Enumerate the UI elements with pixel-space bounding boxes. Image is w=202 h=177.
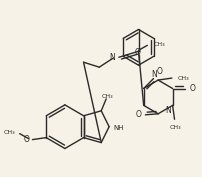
Text: O: O — [188, 84, 194, 93]
Text: N: N — [109, 53, 114, 62]
Text: CH₃: CH₃ — [3, 130, 15, 135]
Text: N: N — [164, 106, 170, 115]
Text: CH₃: CH₃ — [101, 94, 112, 99]
Text: O: O — [134, 48, 140, 57]
Text: CH₃: CH₃ — [177, 76, 188, 81]
Text: O: O — [23, 135, 29, 144]
Text: O: O — [135, 110, 141, 119]
Text: NH: NH — [113, 125, 123, 131]
Text: CH₃: CH₃ — [169, 125, 180, 130]
Text: CH₃: CH₃ — [153, 42, 164, 47]
Text: N: N — [151, 70, 156, 79]
Text: O: O — [156, 67, 162, 76]
